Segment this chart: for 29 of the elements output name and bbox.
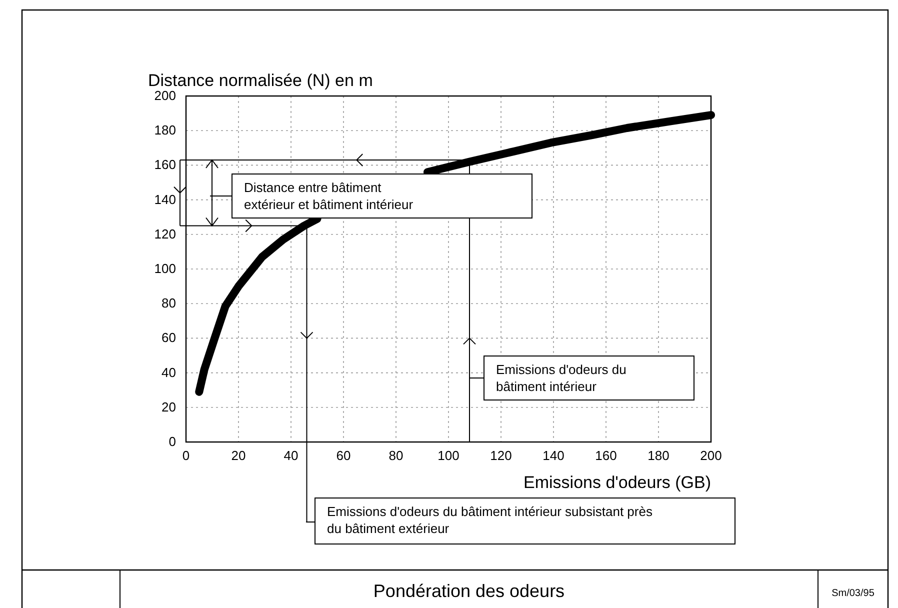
y-tick-label: 160 [154,157,176,172]
x-tick-label: 180 [648,448,670,463]
x-tick-label: 140 [542,448,564,463]
x-tick-label: 60 [336,448,351,463]
y-tick-label: 140 [154,192,176,207]
y-tick-label: 100 [154,261,176,276]
x-tick-label: 40 [284,448,298,463]
x-tick-label: 0 [182,448,190,463]
y-tick-label: 20 [162,399,176,414]
x-tick-label: 200 [700,448,722,463]
text: Pondération des odeurs [373,581,565,601]
x-tick-label: 80 [388,448,404,463]
y-tick-label: 0 [168,434,176,449]
y-axis-title: Distance normalisée (N) en m [148,71,373,90]
annotation: Distance entre bâtiment extérieur et bâtiment intérieur [244,180,414,212]
x-axis-title: Emissions d'odeurs (GB) [524,473,711,492]
y-tick-label: 60 [162,330,176,346]
y-tick-label: 180 [154,122,176,138]
y-tick-label: 40 [162,364,176,380]
y-tick-label: 80 [162,296,176,311]
text: Sm/03/95 [832,588,875,599]
x-tick-label: 100 [438,448,460,463]
x-tick-label: 160 [595,448,617,463]
x-tick-label: 20 [231,448,246,463]
text: Emissions d'odeurs du bâtiment intérieur subsistant près du bâtiment extérieur [327,504,653,536]
annotation: Emissions d'odeurs du bâtiment intérieur [496,362,626,394]
y-tick-label: 200 [154,88,176,103]
x-tick-label: 120 [490,448,512,463]
y-tick-label: 120 [154,226,176,242]
